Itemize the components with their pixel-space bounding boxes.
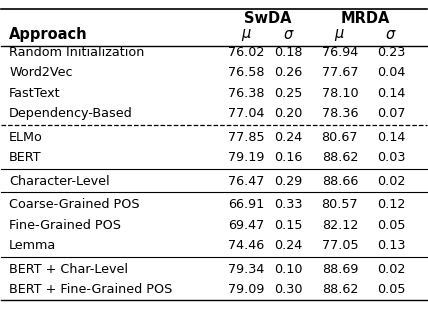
Text: BERT + Fine-Grained POS: BERT + Fine-Grained POS xyxy=(9,283,172,296)
Text: 0.33: 0.33 xyxy=(274,198,303,211)
Text: 74.46: 74.46 xyxy=(228,239,264,252)
Text: 77.05: 77.05 xyxy=(321,239,358,252)
Text: 0.03: 0.03 xyxy=(377,151,405,164)
Text: 0.24: 0.24 xyxy=(274,131,303,144)
Text: 79.09: 79.09 xyxy=(228,283,264,296)
Text: $\sigma$: $\sigma$ xyxy=(385,27,397,42)
Text: 0.26: 0.26 xyxy=(274,66,303,79)
Text: 0.13: 0.13 xyxy=(377,239,405,252)
Text: 0.14: 0.14 xyxy=(377,87,405,100)
Text: FastText: FastText xyxy=(9,87,61,100)
Text: Coarse-Grained POS: Coarse-Grained POS xyxy=(9,198,140,211)
Text: ELMo: ELMo xyxy=(9,131,43,144)
Text: Lemma: Lemma xyxy=(9,239,56,252)
Text: 76.94: 76.94 xyxy=(322,46,358,59)
Text: 76.02: 76.02 xyxy=(228,46,264,59)
Text: 69.47: 69.47 xyxy=(228,219,264,232)
Text: 80.67: 80.67 xyxy=(321,131,358,144)
Text: 0.30: 0.30 xyxy=(274,283,303,296)
Text: 88.62: 88.62 xyxy=(322,283,358,296)
Text: 88.62: 88.62 xyxy=(322,151,358,164)
Text: 77.85: 77.85 xyxy=(228,131,265,144)
Text: 78.10: 78.10 xyxy=(321,87,358,100)
Text: 78.36: 78.36 xyxy=(321,107,358,120)
Text: 76.47: 76.47 xyxy=(228,175,264,188)
Text: 0.02: 0.02 xyxy=(377,263,405,276)
Text: 0.07: 0.07 xyxy=(377,107,405,120)
Text: Random Initialization: Random Initialization xyxy=(9,46,145,59)
Text: Fine-Grained POS: Fine-Grained POS xyxy=(9,219,121,232)
Text: SwDA: SwDA xyxy=(244,11,291,26)
Text: 76.38: 76.38 xyxy=(228,87,264,100)
Text: Dependency-Based: Dependency-Based xyxy=(9,107,133,120)
Text: 0.18: 0.18 xyxy=(274,46,303,59)
Text: 0.14: 0.14 xyxy=(377,131,405,144)
Text: 0.12: 0.12 xyxy=(377,198,405,211)
Text: 0.16: 0.16 xyxy=(274,151,303,164)
Text: 0.04: 0.04 xyxy=(377,66,405,79)
Text: 0.05: 0.05 xyxy=(377,283,405,296)
Text: Character-Level: Character-Level xyxy=(9,175,110,188)
Text: 0.10: 0.10 xyxy=(274,263,303,276)
Text: $\mu$: $\mu$ xyxy=(241,27,251,43)
Text: 0.05: 0.05 xyxy=(377,219,405,232)
Text: 0.23: 0.23 xyxy=(377,46,405,59)
Text: 0.02: 0.02 xyxy=(377,175,405,188)
Text: 79.19: 79.19 xyxy=(228,151,264,164)
Text: 88.66: 88.66 xyxy=(322,175,358,188)
Text: MRDA: MRDA xyxy=(341,11,390,26)
Text: $\mu$: $\mu$ xyxy=(334,27,345,43)
Text: 88.69: 88.69 xyxy=(322,263,358,276)
Text: Word2Vec: Word2Vec xyxy=(9,66,73,79)
Text: Approach: Approach xyxy=(9,27,88,42)
Text: 0.20: 0.20 xyxy=(274,107,303,120)
Text: 0.25: 0.25 xyxy=(274,87,303,100)
Text: BERT + Char-Level: BERT + Char-Level xyxy=(9,263,128,276)
Text: 66.91: 66.91 xyxy=(228,198,264,211)
Text: BERT: BERT xyxy=(9,151,42,164)
Text: 0.15: 0.15 xyxy=(274,219,303,232)
Text: 77.04: 77.04 xyxy=(228,107,264,120)
Text: 0.29: 0.29 xyxy=(274,175,303,188)
Text: 0.24: 0.24 xyxy=(274,239,303,252)
Text: 82.12: 82.12 xyxy=(322,219,358,232)
Text: 80.57: 80.57 xyxy=(321,198,358,211)
Text: 76.58: 76.58 xyxy=(228,66,264,79)
Text: $\sigma$: $\sigma$ xyxy=(283,27,294,42)
Text: 79.34: 79.34 xyxy=(228,263,264,276)
Text: 77.67: 77.67 xyxy=(321,66,358,79)
